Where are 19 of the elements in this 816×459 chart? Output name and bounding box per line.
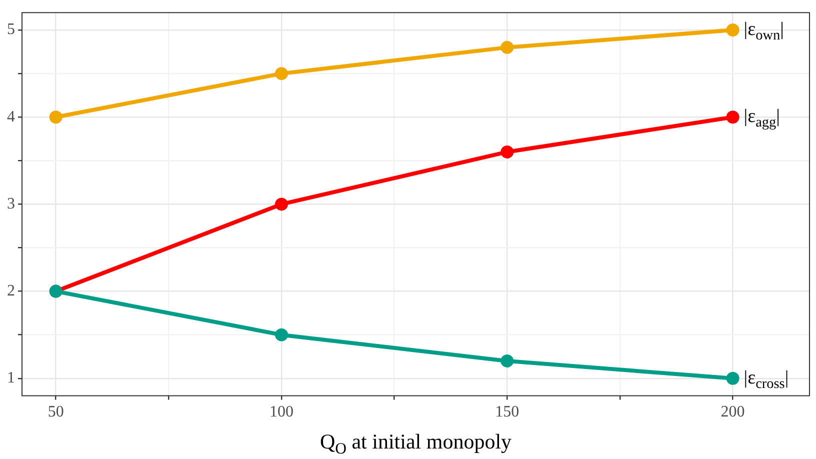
- point: [726, 372, 740, 385]
- point: [274, 198, 288, 211]
- point: [500, 145, 514, 158]
- point: [500, 40, 514, 54]
- y-tick-label: 5: [7, 21, 15, 38]
- x-tick-label: 150: [495, 404, 520, 421]
- point: [274, 328, 288, 342]
- point: [500, 354, 514, 368]
- y-tick-label: 2: [7, 282, 15, 300]
- x-tick-label: 100: [269, 404, 294, 421]
- x-tick-label: 50: [48, 404, 64, 421]
- point: [49, 110, 62, 124]
- y-tick-label: 4: [7, 108, 15, 126]
- point: [726, 24, 740, 37]
- point: [274, 67, 288, 80]
- x-tick-label: 200: [720, 404, 745, 421]
- y-tick-label: 3: [7, 195, 15, 212]
- point: [726, 110, 740, 124]
- y-tick-label: 1: [7, 370, 15, 387]
